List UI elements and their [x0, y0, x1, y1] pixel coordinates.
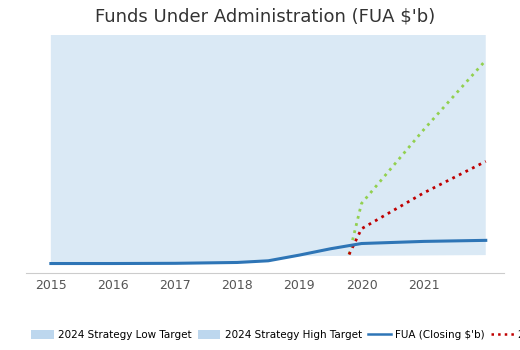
Title: Funds Under Administration (FUA $'b): Funds Under Administration (FUA $'b): [95, 7, 435, 25]
Legend: 2024 Strategy Low Target, 2024 Strategy High Target, FUA (Closing $'b), 2025 Str: 2024 Strategy Low Target, 2024 Strategy …: [27, 326, 520, 344]
